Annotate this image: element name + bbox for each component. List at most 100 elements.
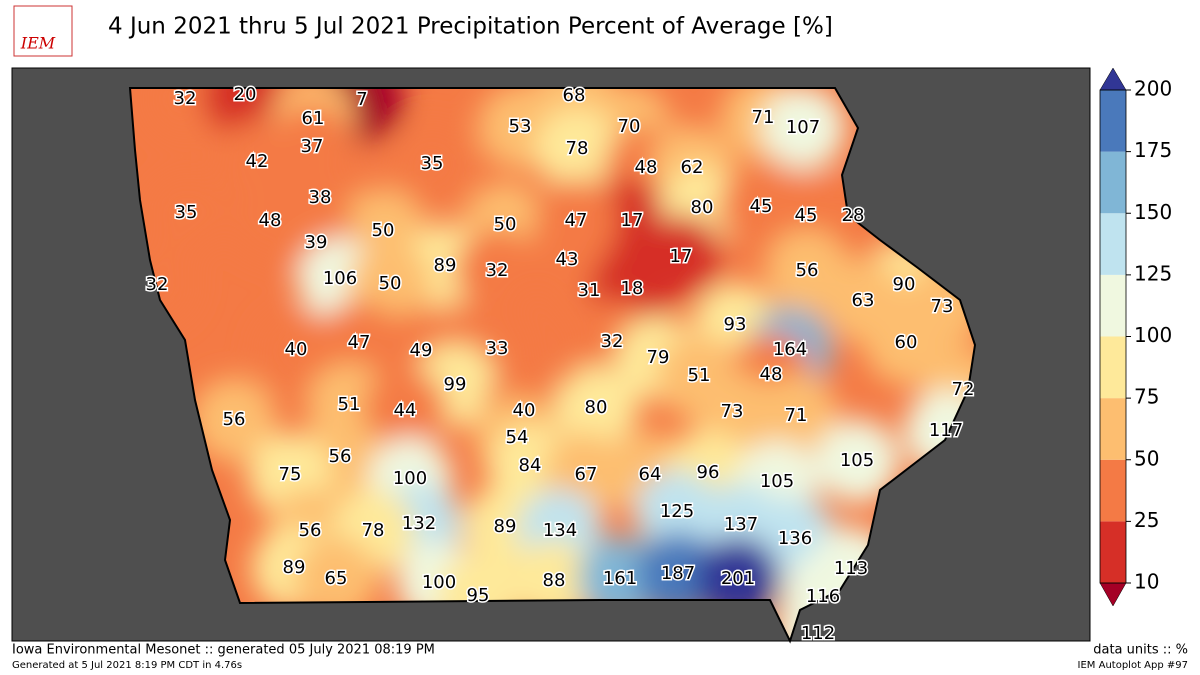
station-value: 78 xyxy=(362,520,385,541)
station-value: 35 xyxy=(175,202,198,223)
colorbar-segment xyxy=(1100,151,1126,214)
station-value: 125 xyxy=(660,501,694,522)
station-value: 112 xyxy=(801,623,835,644)
station-value: 63 xyxy=(852,290,875,311)
station-value: 20 xyxy=(234,84,257,105)
colorbar-tick-label: 125 xyxy=(1134,261,1172,285)
station-value: 53 xyxy=(509,116,532,137)
contour-blob xyxy=(761,88,845,170)
station-value: 48 xyxy=(760,364,783,385)
colorbar-segment xyxy=(1100,521,1126,583)
station-value: 56 xyxy=(329,446,352,467)
station-value: 100 xyxy=(422,572,456,593)
station-value: 32 xyxy=(174,88,197,109)
footer-right: data units :: % xyxy=(1093,643,1188,658)
contour-blob xyxy=(864,301,948,385)
colorbar-tick-label: 100 xyxy=(1134,323,1172,347)
station-value: 79 xyxy=(647,347,670,368)
colorbar-under xyxy=(1099,582,1127,607)
station-value: 32 xyxy=(146,274,169,295)
station-value: 116 xyxy=(806,586,840,607)
station-value: 38 xyxy=(309,187,332,208)
station-value: 137 xyxy=(724,514,758,535)
station-value: 64 xyxy=(639,464,662,485)
station-value: 17 xyxy=(621,210,644,231)
colorbar: 10 25 50 75 100 125 150 175 200 xyxy=(1099,67,1172,607)
station-value: 50 xyxy=(372,220,395,241)
colorbar-tick-label: 150 xyxy=(1134,200,1172,224)
colorbar-segment xyxy=(1100,274,1126,337)
iowa-border xyxy=(128,87,977,644)
colorbar-tick-label: 200 xyxy=(1134,77,1172,101)
contour-blob xyxy=(363,369,447,453)
station-value: 105 xyxy=(840,450,874,471)
contour-blob xyxy=(143,88,227,141)
station-value: 51 xyxy=(338,394,361,415)
station-value: 73 xyxy=(931,296,954,317)
colorbar-tick-label: 75 xyxy=(1134,385,1159,409)
station-value: 187 xyxy=(661,563,695,584)
logo-box xyxy=(13,5,73,57)
station-value: 80 xyxy=(691,197,714,218)
contour-blob xyxy=(254,308,338,392)
station-value: 70 xyxy=(618,116,641,137)
colorbar-segment xyxy=(1100,459,1126,522)
contour-blob xyxy=(636,532,720,616)
station-value: 39 xyxy=(305,232,328,253)
station-value: 50 xyxy=(494,214,517,235)
station-value: 95 xyxy=(467,585,490,606)
station-value: 89 xyxy=(283,557,306,578)
station-value: 67 xyxy=(575,464,598,485)
station-value: 71 xyxy=(752,107,775,128)
colorbar-segment xyxy=(1100,398,1126,460)
station-value: 32 xyxy=(601,331,624,352)
colorbar-segment xyxy=(1100,336,1126,399)
station-value: 40 xyxy=(285,339,308,360)
station-value: 71 xyxy=(785,405,808,426)
station-value: 35 xyxy=(421,153,444,174)
logo: IEM xyxy=(20,34,56,53)
station-value: 17 xyxy=(670,246,693,267)
station-value: 61 xyxy=(302,108,325,129)
station-value: 65 xyxy=(325,568,348,589)
station-value: 50 xyxy=(379,273,402,294)
station-labels: 32 20 7 68 61 53 70 71 107 37 78 42 35 48 62 38 35 48 17 80… xyxy=(144,83,976,646)
contour-blob xyxy=(535,107,619,191)
station-value: 56 xyxy=(299,520,322,541)
station-value: 54 xyxy=(506,427,529,448)
station-value: 47 xyxy=(565,210,588,231)
station-value: 33 xyxy=(486,338,509,359)
colorbar-tick-label: 175 xyxy=(1134,138,1172,162)
station-value: 43 xyxy=(556,249,579,270)
contour-blob xyxy=(635,470,719,554)
title: 4 Jun 2021 thru 5 Jul 2021 Precipitation… xyxy=(108,14,833,40)
colorbar-segment xyxy=(1100,213,1126,275)
colorbar-tick-label: 50 xyxy=(1134,446,1159,470)
colorbar-over xyxy=(1099,67,1127,91)
station-value: 132 xyxy=(402,513,436,534)
station-value: 60 xyxy=(895,332,918,353)
station-value: 136 xyxy=(778,528,812,549)
station-value: 201 xyxy=(721,568,755,589)
station-value: 47 xyxy=(348,332,371,353)
station-value: 56 xyxy=(223,409,246,430)
station-value: 107 xyxy=(786,117,820,138)
station-value: 56 xyxy=(796,260,819,281)
station-value: 99 xyxy=(444,374,467,395)
station-value: 37 xyxy=(301,136,324,157)
contour-blob xyxy=(815,419,899,503)
station-value: 80 xyxy=(585,397,608,418)
station-value: 51 xyxy=(688,365,711,386)
contour-blob xyxy=(390,122,474,206)
station-value: 89 xyxy=(434,255,457,276)
footer-left: Iowa Environmental Mesonet :: generated … xyxy=(12,643,435,658)
station-value: 113 xyxy=(834,558,868,579)
station-value: 105 xyxy=(760,471,794,492)
station-value: 7 xyxy=(356,89,367,110)
station-value: 18 xyxy=(621,278,644,299)
contour-blob xyxy=(455,229,539,313)
station-value: 164 xyxy=(773,339,807,360)
station-value: 32 xyxy=(486,260,509,281)
station-value: 84 xyxy=(519,455,542,476)
station-value: 44 xyxy=(394,400,417,421)
